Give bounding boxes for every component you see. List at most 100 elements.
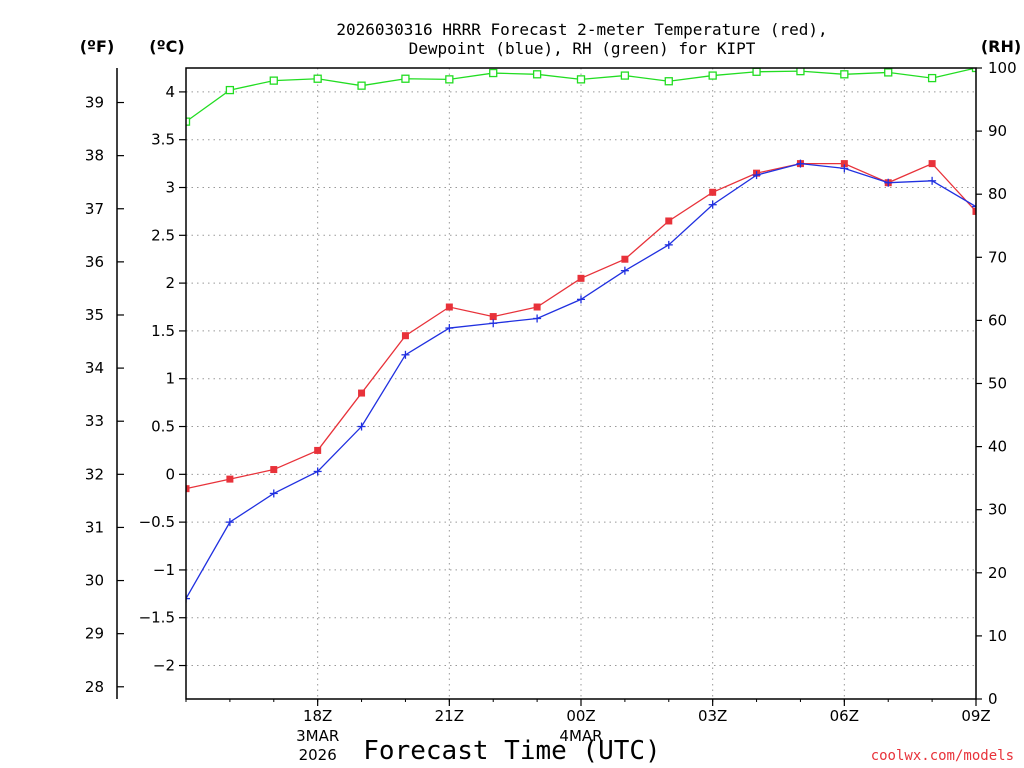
rh-tick-label: 30 [988,501,1007,519]
time-tick-label: 00Z [566,707,595,725]
temperature-point [709,188,717,196]
celsius-tick-label: 3 [165,179,175,197]
dewpoint-point [972,202,976,211]
celsius-tick-label: 1 [165,370,175,388]
dewpoint-point [489,319,498,328]
chart-title-line1: 2026030316 HRRR Forecast 2-meter Tempera… [336,20,827,39]
dewpoint-point [928,176,937,185]
temperature-point [314,446,322,454]
rh-point [752,68,761,76]
rh-point [796,68,805,76]
year-label: 2026 [299,746,337,764]
plot-frame [185,67,977,700]
celsius-tick-label: −0.5 [139,513,175,531]
rh-tick-label: 100 [988,59,1017,77]
fahrenheit-tick-label: 37 [85,200,104,218]
temperature-point [358,389,366,397]
celsius-tick-label: −2 [153,657,175,675]
celsius-tick-label: 3.5 [151,131,175,149]
fahrenheit-tick-label: 29 [85,625,104,643]
rh-tick-label: 70 [988,248,1007,266]
dewpoint-point [664,240,673,249]
celsius-tick-label: −1.5 [139,609,175,627]
dewpoint-point [620,266,629,275]
temperature-point [401,332,409,340]
rh-point [971,68,976,73]
rh-point [357,81,366,90]
rh-point [708,71,717,80]
celsius-tick-label: 0 [165,465,175,483]
fahrenheit-tick-label: 31 [85,518,104,536]
date-label: 3MAR [296,727,339,745]
temperature-point [270,466,278,474]
rh-tick-label: 50 [988,375,1007,393]
fahrenheit-tick-label: 28 [85,678,104,696]
dewpoint-point [752,171,761,180]
fahrenheit-unit-label: (ºF) [80,37,115,56]
temperature-point [840,160,848,168]
rh-tick-label: 0 [988,690,998,708]
rh-point [927,73,937,83]
time-tick-label: 09Z [961,707,990,725]
rh-point [664,77,673,86]
temperature-point [577,274,585,282]
dewpoint-point [884,178,893,187]
time-tick-label: 18Z [303,707,332,725]
axes [116,67,982,706]
temperature-point [621,255,629,263]
dewpoint-point [577,295,585,304]
rh-point [445,75,454,84]
fahrenheit-tick-label: 30 [85,572,104,590]
rh-tick-label: 10 [988,627,1007,645]
fahrenheit-tick-label: 32 [85,465,104,483]
temperature-point [226,475,234,483]
series-layer [186,68,976,603]
celsius-tick-label: 0.5 [151,418,175,436]
temperature-point [665,217,673,225]
rh-unit-label: (RH) [981,37,1021,56]
rh-point [576,75,586,84]
rh-point [225,85,235,95]
dewpoint-point [533,314,542,323]
celsius-tick-label: 4 [165,83,175,101]
rh-tick-label: 80 [988,185,1007,203]
dewpoint-point [313,467,322,476]
celsius-unit-label: (ºC) [149,37,184,56]
rh-tick-label: 90 [988,122,1007,140]
time-tick-label: 06Z [830,707,859,725]
celsius-tick-label: 2 [165,274,175,292]
rh-point [269,76,278,85]
fahrenheit-tick-label: 33 [85,412,104,430]
rh-tick-label: 60 [988,311,1007,329]
dewpoint-point [796,159,805,168]
date-label: 4MAR [559,727,602,745]
time-tick-label: 21Z [435,707,464,725]
grid-lines [186,68,977,699]
chart-title-line2: Dewpoint (blue), RH (green) for KIPT [409,39,756,58]
temperature-point [972,207,976,215]
rh-tick-label: 40 [988,438,1007,456]
rh-point [489,68,498,78]
fahrenheit-tick-label: 35 [85,306,104,324]
temperature-point [928,160,936,168]
dewpoint-point [445,324,454,333]
fahrenheit-tick-label: 39 [85,94,104,112]
rh-point [840,70,849,79]
fahrenheit-tick-label: 36 [85,253,104,271]
celsius-tick-label: 1.5 [151,322,175,340]
rh-point [532,70,542,79]
credit-text: coolwx.com/models [871,748,1014,764]
dewpoint-point [357,422,366,431]
temperature-point [186,485,190,493]
rh-point [401,74,410,83]
rh-point [186,117,191,126]
temperature-point [445,303,453,311]
dewpoint-point [225,518,234,527]
tick-labels: −2 −1.5 −1 −0.5 0 0.5 1 1.5 2 2.5 3 3.5 4 18Z 3MAR2026… [85,59,1017,764]
time-tick-label: 03Z [698,707,727,725]
dewpoint-point [708,200,717,209]
celsius-tick-label: −1 [153,561,175,579]
rh-tick-label: 20 [988,564,1007,582]
fahrenheit-tick-label: 34 [85,359,104,377]
